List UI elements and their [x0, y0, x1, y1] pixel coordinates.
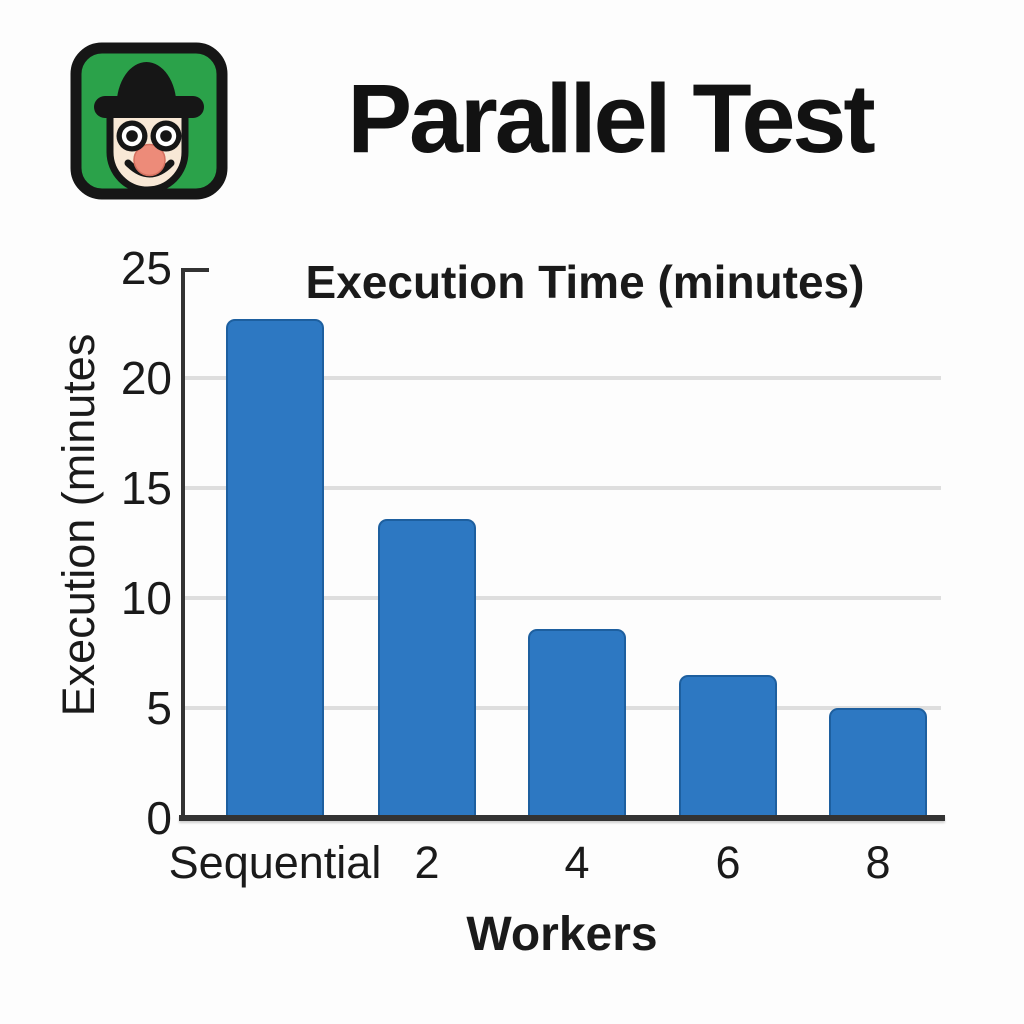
- x-axis-label: Workers: [466, 908, 658, 961]
- grid-line-20: [183, 376, 941, 380]
- plot-area: [179, 268, 945, 821]
- y-tick-label-15: 15: [120, 462, 172, 514]
- logo-left-eye-pupil: [126, 130, 138, 142]
- y-tick-label-10: 10: [120, 572, 172, 624]
- chart-title: Execution Time (minutes): [305, 256, 865, 308]
- x-tick-label-8: 8: [865, 837, 891, 888]
- grid-line-15: [183, 486, 941, 490]
- x-tick-label-sequential: Sequential: [168, 837, 382, 888]
- logo-nose: [133, 143, 166, 177]
- grid-line-10: [183, 596, 941, 600]
- logo-right-eye-pupil: [160, 130, 172, 142]
- y-axis-top-tick: [181, 268, 209, 272]
- logo-hat-dome: [116, 62, 177, 106]
- bar-8: [829, 708, 927, 818]
- y-tick-label-0: 0: [146, 792, 172, 844]
- x-tick-label-6: 6: [715, 837, 741, 888]
- page-title: Parallel Test: [347, 64, 875, 173]
- bowler-hat-face-logo-icon: [70, 42, 228, 200]
- y-tick-label-20: 20: [120, 352, 172, 404]
- bar-2: [378, 518, 476, 818]
- bar-sequential: [226, 318, 324, 818]
- logo-hat-brim: [94, 96, 204, 118]
- y-tick-label-25: 25: [120, 242, 172, 294]
- x-tick-label-4: 4: [564, 837, 590, 888]
- y-tick-label-5: 5: [146, 682, 172, 734]
- bar-4: [528, 628, 626, 818]
- x-tick-label-2: 2: [414, 837, 440, 888]
- y-axis-spine: [181, 268, 185, 820]
- bar-6: [679, 675, 777, 818]
- x-axis-spine: [179, 815, 945, 821]
